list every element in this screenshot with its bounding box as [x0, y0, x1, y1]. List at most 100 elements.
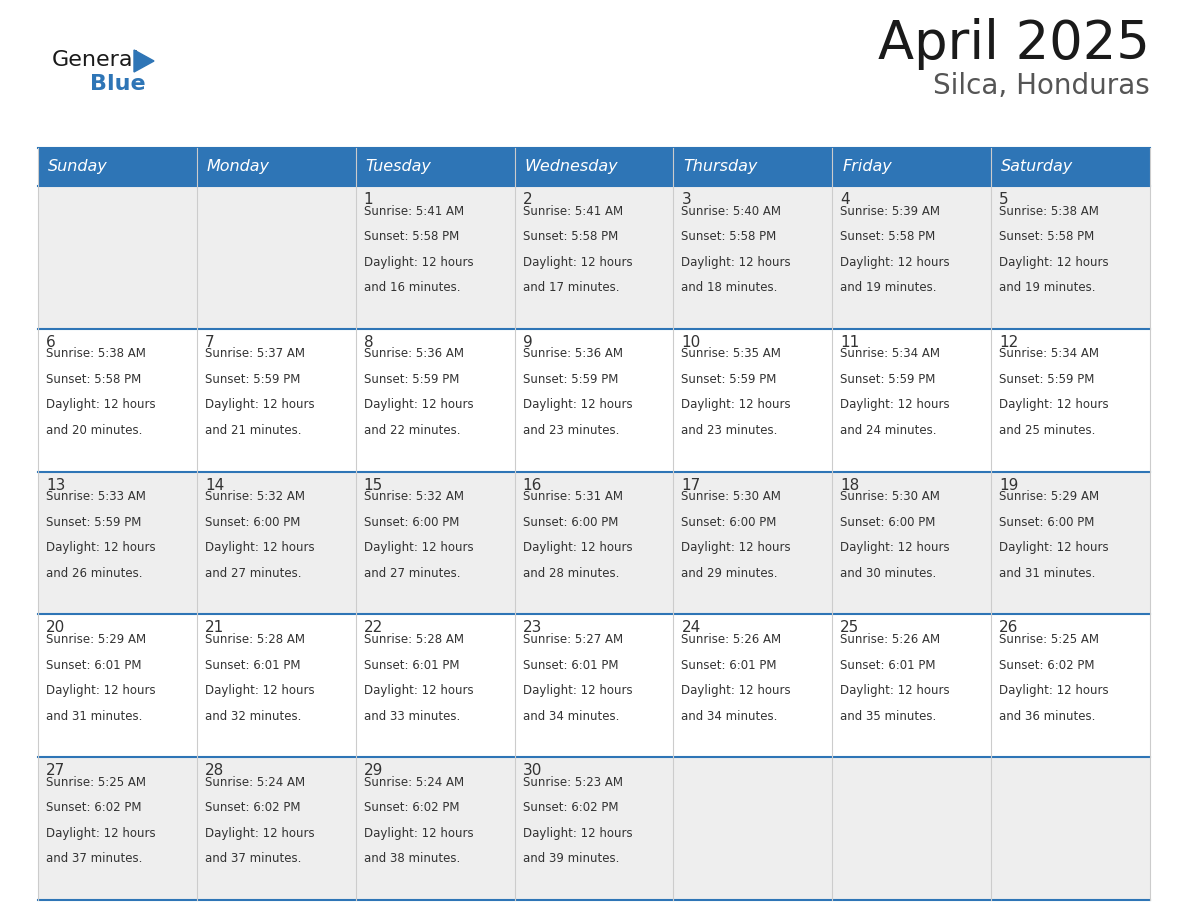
Text: Sunset: 6:01 PM: Sunset: 6:01 PM	[364, 658, 460, 672]
Text: Sunset: 5:59 PM: Sunset: 5:59 PM	[46, 516, 141, 529]
Text: 6: 6	[46, 335, 56, 350]
Text: Sunrise: 5:38 AM: Sunrise: 5:38 AM	[46, 347, 146, 361]
Text: Sunrise: 5:24 AM: Sunrise: 5:24 AM	[204, 776, 305, 789]
Text: Sunrise: 5:30 AM: Sunrise: 5:30 AM	[840, 490, 940, 503]
Text: 15: 15	[364, 477, 383, 493]
Text: and 23 minutes.: and 23 minutes.	[523, 424, 619, 437]
Text: General: General	[52, 50, 140, 70]
Text: Daylight: 12 hours: Daylight: 12 hours	[46, 684, 156, 697]
Text: 8: 8	[364, 335, 373, 350]
Bar	[38, 757, 1150, 900]
Text: and 31 minutes.: and 31 minutes.	[46, 710, 143, 722]
Text: Sunset: 5:58 PM: Sunset: 5:58 PM	[840, 230, 935, 243]
Text: Sunset: 6:00 PM: Sunset: 6:00 PM	[204, 516, 301, 529]
Text: 18: 18	[840, 477, 860, 493]
Text: Sunset: 5:58 PM: Sunset: 5:58 PM	[46, 373, 141, 386]
Bar	[38, 614, 1150, 757]
Text: Sunrise: 5:26 AM: Sunrise: 5:26 AM	[682, 633, 782, 646]
Text: Daylight: 12 hours: Daylight: 12 hours	[204, 542, 315, 554]
Text: Sunset: 6:02 PM: Sunset: 6:02 PM	[999, 658, 1094, 672]
Text: Sunrise: 5:29 AM: Sunrise: 5:29 AM	[999, 490, 1099, 503]
Text: Daylight: 12 hours: Daylight: 12 hours	[682, 542, 791, 554]
Text: Sunset: 5:59 PM: Sunset: 5:59 PM	[364, 373, 459, 386]
Text: and 36 minutes.: and 36 minutes.	[999, 710, 1095, 722]
Text: Sunset: 5:59 PM: Sunset: 5:59 PM	[840, 373, 936, 386]
Text: Daylight: 12 hours: Daylight: 12 hours	[523, 398, 632, 411]
Text: 23: 23	[523, 621, 542, 635]
Text: 29: 29	[364, 763, 383, 778]
Text: and 33 minutes.: and 33 minutes.	[364, 710, 460, 722]
Bar	[38, 148, 1150, 186]
Text: and 29 minutes.: and 29 minutes.	[682, 566, 778, 580]
Text: Daylight: 12 hours: Daylight: 12 hours	[999, 684, 1108, 697]
Text: Sunrise: 5:36 AM: Sunrise: 5:36 AM	[364, 347, 463, 361]
Text: 3: 3	[682, 192, 691, 207]
Text: Daylight: 12 hours: Daylight: 12 hours	[204, 684, 315, 697]
Text: 12: 12	[999, 335, 1018, 350]
Text: 27: 27	[46, 763, 65, 778]
Text: Sunset: 6:00 PM: Sunset: 6:00 PM	[840, 516, 936, 529]
Text: and 28 minutes.: and 28 minutes.	[523, 566, 619, 580]
Text: Sunset: 6:02 PM: Sunset: 6:02 PM	[523, 801, 618, 814]
Text: Daylight: 12 hours: Daylight: 12 hours	[364, 398, 473, 411]
Text: and 19 minutes.: and 19 minutes.	[840, 281, 937, 294]
Text: Sunset: 6:01 PM: Sunset: 6:01 PM	[204, 658, 301, 672]
Text: Daylight: 12 hours: Daylight: 12 hours	[840, 255, 950, 269]
Text: Daylight: 12 hours: Daylight: 12 hours	[523, 255, 632, 269]
Text: and 19 minutes.: and 19 minutes.	[999, 281, 1095, 294]
Text: Sunset: 6:01 PM: Sunset: 6:01 PM	[840, 658, 936, 672]
Bar	[38, 329, 1150, 472]
Text: Sunset: 5:58 PM: Sunset: 5:58 PM	[999, 230, 1094, 243]
Text: Saturday: Saturday	[1001, 160, 1074, 174]
Text: and 39 minutes.: and 39 minutes.	[523, 852, 619, 866]
Text: Sunset: 6:01 PM: Sunset: 6:01 PM	[46, 658, 141, 672]
Text: 11: 11	[840, 335, 860, 350]
Text: 14: 14	[204, 477, 225, 493]
Text: Sunset: 6:02 PM: Sunset: 6:02 PM	[46, 801, 141, 814]
Text: and 23 minutes.: and 23 minutes.	[682, 424, 778, 437]
Text: and 34 minutes.: and 34 minutes.	[682, 710, 778, 722]
Text: and 22 minutes.: and 22 minutes.	[364, 424, 460, 437]
Text: Sunrise: 5:37 AM: Sunrise: 5:37 AM	[204, 347, 305, 361]
Text: Sunset: 6:02 PM: Sunset: 6:02 PM	[204, 801, 301, 814]
Text: and 37 minutes.: and 37 minutes.	[46, 852, 143, 866]
Text: Daylight: 12 hours: Daylight: 12 hours	[523, 542, 632, 554]
Text: Monday: Monday	[207, 160, 270, 174]
Text: Daylight: 12 hours: Daylight: 12 hours	[999, 255, 1108, 269]
Text: and 18 minutes.: and 18 minutes.	[682, 281, 778, 294]
Text: Daylight: 12 hours: Daylight: 12 hours	[523, 684, 632, 697]
Text: Sunrise: 5:34 AM: Sunrise: 5:34 AM	[840, 347, 940, 361]
Text: 4: 4	[840, 192, 849, 207]
Text: Daylight: 12 hours: Daylight: 12 hours	[204, 827, 315, 840]
Text: Sunset: 5:59 PM: Sunset: 5:59 PM	[999, 373, 1094, 386]
Text: and 25 minutes.: and 25 minutes.	[999, 424, 1095, 437]
Text: Sunset: 5:59 PM: Sunset: 5:59 PM	[204, 373, 301, 386]
Text: 24: 24	[682, 621, 701, 635]
Text: Daylight: 12 hours: Daylight: 12 hours	[682, 684, 791, 697]
Text: Daylight: 12 hours: Daylight: 12 hours	[364, 684, 473, 697]
Text: and 26 minutes.: and 26 minutes.	[46, 566, 143, 580]
Text: 2: 2	[523, 192, 532, 207]
Text: Daylight: 12 hours: Daylight: 12 hours	[364, 255, 473, 269]
Bar	[38, 186, 1150, 329]
Text: Silca, Honduras: Silca, Honduras	[934, 72, 1150, 100]
Text: and 27 minutes.: and 27 minutes.	[364, 566, 460, 580]
Text: Daylight: 12 hours: Daylight: 12 hours	[840, 398, 950, 411]
Text: Sunrise: 5:31 AM: Sunrise: 5:31 AM	[523, 490, 623, 503]
Text: Tuesday: Tuesday	[366, 160, 431, 174]
Text: Daylight: 12 hours: Daylight: 12 hours	[840, 684, 950, 697]
Text: Sunrise: 5:35 AM: Sunrise: 5:35 AM	[682, 347, 782, 361]
Text: Sunrise: 5:28 AM: Sunrise: 5:28 AM	[364, 633, 463, 646]
Text: Wednesday: Wednesday	[525, 160, 618, 174]
Text: and 21 minutes.: and 21 minutes.	[204, 424, 302, 437]
Text: Daylight: 12 hours: Daylight: 12 hours	[999, 542, 1108, 554]
Text: Sunrise: 5:25 AM: Sunrise: 5:25 AM	[999, 633, 1099, 646]
Text: Daylight: 12 hours: Daylight: 12 hours	[364, 827, 473, 840]
Text: Daylight: 12 hours: Daylight: 12 hours	[682, 255, 791, 269]
Text: 7: 7	[204, 335, 215, 350]
Text: Sunset: 6:02 PM: Sunset: 6:02 PM	[364, 801, 460, 814]
Text: 19: 19	[999, 477, 1018, 493]
Text: Daylight: 12 hours: Daylight: 12 hours	[682, 398, 791, 411]
Text: Daylight: 12 hours: Daylight: 12 hours	[46, 827, 156, 840]
Text: and 31 minutes.: and 31 minutes.	[999, 566, 1095, 580]
